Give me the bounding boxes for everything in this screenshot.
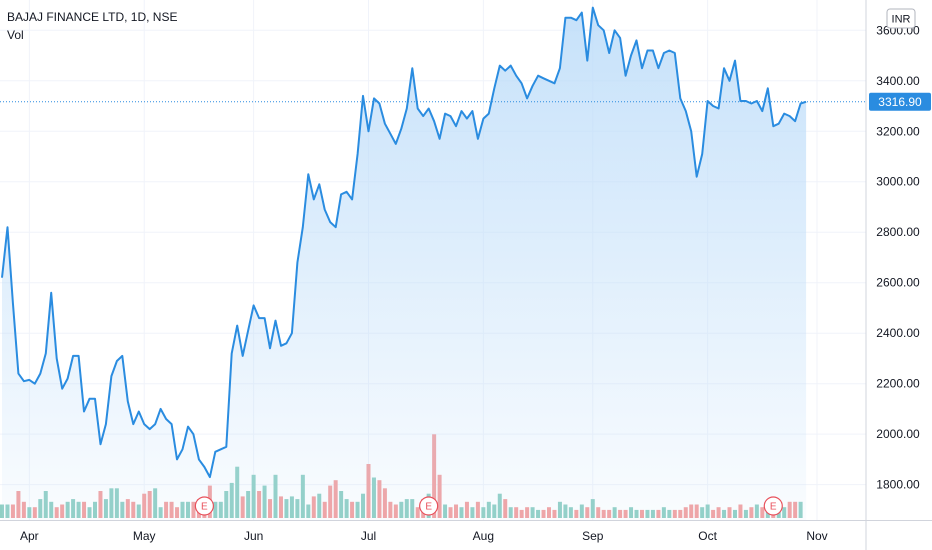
y-tick-label: 3200.00 bbox=[876, 124, 920, 138]
price-axis[interactable]: 1800.00 2000.00 2200.00 2400.00 2600.00 2800.… bbox=[876, 0, 920, 492]
y-tick-label: 2200.00 bbox=[876, 377, 920, 391]
y-tick-label: 2600.00 bbox=[876, 276, 920, 290]
earnings-marker-label: E bbox=[770, 502, 777, 513]
earnings-marker[interactable]: E bbox=[763, 496, 783, 516]
last-price-tag-bg bbox=[869, 92, 931, 111]
x-tick-label: May bbox=[133, 529, 156, 543]
x-tick-label: Jun bbox=[244, 529, 263, 543]
y-tick-label: 2400.00 bbox=[876, 326, 920, 340]
y-tick-label: 1800.00 bbox=[876, 478, 920, 492]
chart-title: BAJAJ FINANCE LTD, 1D, NSE bbox=[7, 10, 177, 24]
earnings-marker[interactable]: E bbox=[419, 496, 439, 516]
last-price-tag: 3316.90 bbox=[869, 92, 931, 111]
currency-badge[interactable]: INR bbox=[886, 8, 916, 29]
x-tick-label: Sep bbox=[582, 529, 604, 543]
x-tick-label: Apr bbox=[20, 529, 39, 543]
earnings-marker[interactable]: E bbox=[194, 496, 214, 516]
time-axis[interactable]: Apr May Jun Jul Aug Sep Oct Nov bbox=[20, 529, 828, 543]
earnings-marker-label: E bbox=[201, 502, 208, 513]
x-tick-label: Aug bbox=[473, 529, 494, 543]
x-tick-label: Oct bbox=[698, 529, 717, 543]
volume-label: Vol bbox=[7, 28, 24, 42]
x-tick-label: Jul bbox=[361, 529, 376, 543]
earnings-marker-label: E bbox=[425, 502, 432, 513]
y-tick-label: 3000.00 bbox=[876, 175, 920, 189]
last-price-value: 3316.90 bbox=[878, 95, 922, 109]
y-tick-label: 2800.00 bbox=[876, 225, 920, 239]
x-tick-label: Nov bbox=[806, 529, 827, 543]
price-line bbox=[1, 6, 807, 479]
price-area bbox=[2, 7, 807, 520]
price-series bbox=[1, 6, 807, 520]
y-tick-label: 3400.00 bbox=[876, 74, 920, 88]
currency-label: INR bbox=[892, 14, 911, 26]
y-tick-label: 2000.00 bbox=[876, 427, 920, 441]
